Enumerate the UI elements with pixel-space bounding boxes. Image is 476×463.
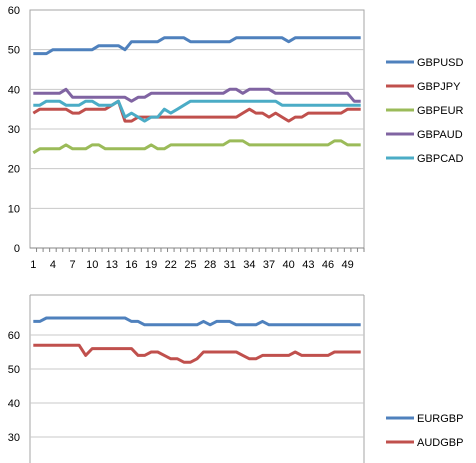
legend-label-gbpaud: GBPAUD [417, 129, 463, 141]
top-x-tick-label-4: 4 [50, 259, 56, 271]
legend-label-audgbp: AUDGBP [417, 437, 463, 449]
top-y-tick-label-30: 30 [8, 124, 20, 136]
legend-label-eurgbp: EURGBP [417, 413, 463, 425]
top-y-tick-label-10: 10 [8, 203, 20, 215]
top-x-tick-label-40: 40 [283, 259, 295, 271]
legend-label-gbpjpy: GBPJPY [417, 81, 461, 93]
bottom-y-tick-label-60: 60 [8, 330, 20, 342]
top-x-tick-label-22: 22 [165, 259, 177, 271]
bottom-y-tick-label-40: 40 [8, 398, 20, 410]
top-x-tick-label-28: 28 [204, 259, 216, 271]
series-line-gbpcad [33, 99, 361, 123]
top-y-tick-label-60: 60 [8, 5, 20, 17]
series-line-eurgbp [33, 316, 361, 327]
top-x-tick-label-31: 31 [224, 259, 236, 271]
top-x-tick-label-37: 37 [263, 259, 275, 271]
top-x-tick-label-16: 16 [125, 259, 137, 271]
series-line-audgbp [33, 343, 361, 364]
top-x-tick-label-19: 19 [145, 259, 157, 271]
series-line-gbpeur [32, 139, 361, 155]
legend-label-gbpusd: GBPUSD [417, 57, 464, 69]
legend-label-gbpcad: GBPCAD [417, 153, 464, 165]
top-x-tick-label-7: 7 [70, 259, 76, 271]
bottom-y-tick-label-50: 50 [8, 364, 20, 376]
bottom-y-tick-label-30: 30 [8, 432, 20, 444]
top-x-tick-label-25: 25 [184, 259, 196, 271]
top-y-tick-label-50: 50 [8, 45, 20, 57]
top-x-tick-label-34: 34 [243, 259, 255, 271]
top-y-tick-label-40: 40 [8, 84, 20, 96]
series-line-gbpjpy [32, 99, 361, 123]
top-y-tick-label-20: 20 [8, 164, 20, 176]
top-x-tick-label-46: 46 [322, 259, 334, 271]
top-x-tick-label-49: 49 [342, 259, 354, 271]
top-y-tick-label-0: 0 [14, 243, 20, 255]
series-line-gbpusd [33, 36, 361, 56]
top-x-tick-label-10: 10 [86, 259, 98, 271]
series-line-gbpaud [33, 87, 361, 103]
top-x-tick-label-13: 13 [106, 259, 118, 271]
legend-label-gbpeur: GBPEUR [417, 105, 464, 117]
top-x-tick-label-1: 1 [30, 259, 36, 271]
top-x-tick-label-43: 43 [302, 259, 314, 271]
